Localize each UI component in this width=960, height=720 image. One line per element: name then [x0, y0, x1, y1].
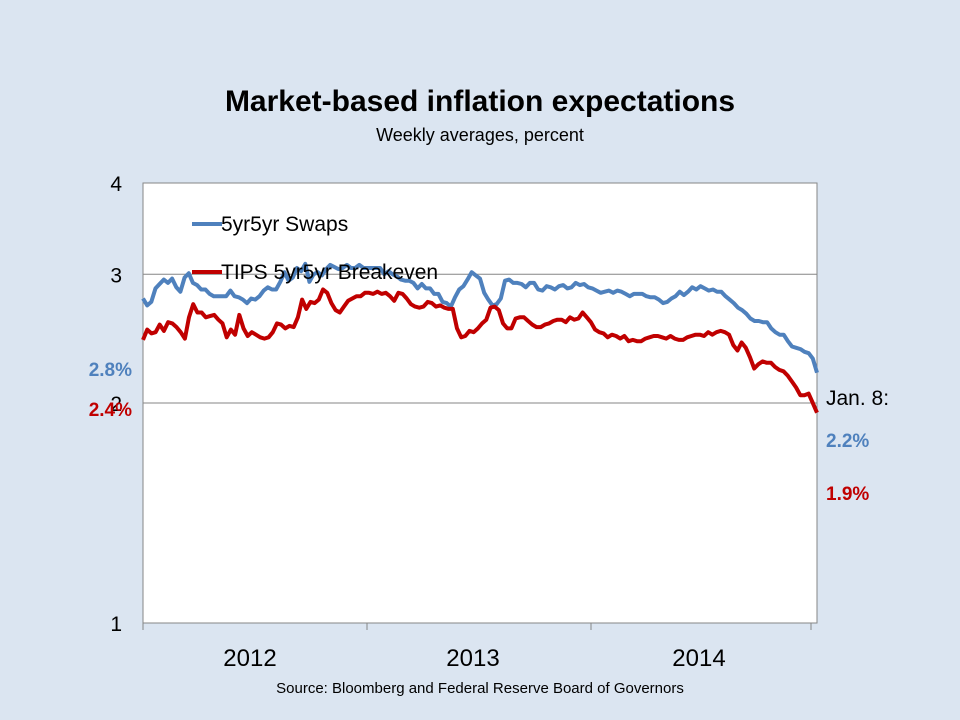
- end-label-swaps: 2.2%: [826, 431, 869, 452]
- source-note: Source: Bloomberg and Federal Reserve Bo…: [276, 680, 684, 697]
- series-lines: [141, 261, 819, 414]
- y-axis: 1 2 3 4: [110, 173, 122, 636]
- series-line-tips: [141, 287, 819, 414]
- gridlines-overlay: [143, 273, 817, 404]
- legend: 5yr5yr Swaps TIPS 5yr5yr Breakeven: [192, 213, 438, 284]
- legend-label-tips: TIPS 5yr5yr Breakeven: [221, 261, 438, 284]
- chart-subtitle: Weekly averages, percent: [376, 125, 584, 145]
- start-label-swaps: 2.8%: [89, 360, 132, 381]
- y-tick-label: 3: [110, 264, 122, 287]
- x-tick-label: 2012: [223, 645, 276, 672]
- y-tick-label: 1: [110, 613, 122, 636]
- y-tick-label: 4: [110, 173, 122, 196]
- series-line-swaps: [141, 261, 819, 374]
- chart-title: Market-based inflation expectations: [224, 85, 736, 118]
- y-tick-label: 2: [110, 393, 122, 416]
- start-label-tips: 2.4%: [89, 400, 132, 421]
- end-date-note: Jan. 8:: [826, 387, 889, 410]
- x-tick-label: 2013: [446, 645, 499, 672]
- x-axis: 2012 2013 2014: [142, 623, 812, 672]
- end-label-tips: 1.9%: [826, 484, 869, 505]
- legend-label-swaps: 5yr5yr Swaps: [221, 213, 348, 236]
- x-tick-label: 2014: [672, 645, 725, 672]
